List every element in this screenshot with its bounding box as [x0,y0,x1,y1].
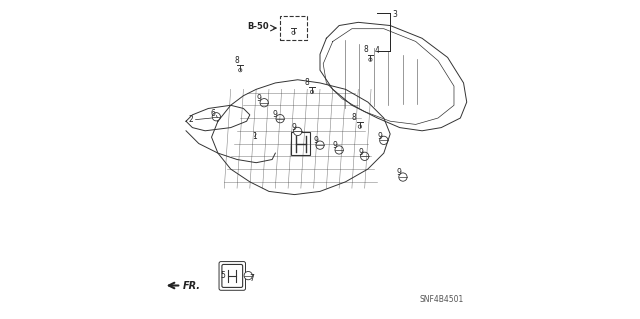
Text: 8: 8 [234,56,239,65]
Circle shape [276,115,284,123]
Text: 9: 9 [358,148,364,157]
Circle shape [260,99,268,107]
Circle shape [310,90,314,93]
Text: 9: 9 [397,168,401,177]
FancyBboxPatch shape [222,264,243,287]
Text: B-50: B-50 [247,22,269,31]
Text: 9: 9 [291,123,296,132]
Circle shape [244,271,252,280]
Text: 9: 9 [257,94,262,103]
Text: 8: 8 [351,113,356,122]
Text: 2: 2 [188,115,193,124]
Text: 9: 9 [333,141,338,150]
Circle shape [292,31,295,34]
Text: 1: 1 [252,132,257,141]
Text: 9: 9 [314,137,319,145]
Circle shape [360,152,369,160]
Text: 8: 8 [305,78,310,87]
Text: 6: 6 [211,109,216,118]
Text: 9: 9 [273,110,278,119]
Circle shape [239,69,242,72]
Circle shape [294,127,302,136]
Text: 9: 9 [378,132,383,141]
Circle shape [369,58,372,61]
Bar [291,132,310,155]
Circle shape [212,113,220,121]
Text: 8: 8 [364,45,369,54]
Text: 3: 3 [392,10,397,19]
Circle shape [316,141,324,149]
Text: 4: 4 [375,46,380,55]
Text: FR.: FR. [183,280,201,291]
Circle shape [380,136,388,145]
Text: 7: 7 [249,274,254,283]
Text: SNF4B4501: SNF4B4501 [419,295,463,304]
Text: 5: 5 [220,271,225,280]
Circle shape [335,146,343,154]
Circle shape [399,173,407,181]
Circle shape [358,125,362,128]
